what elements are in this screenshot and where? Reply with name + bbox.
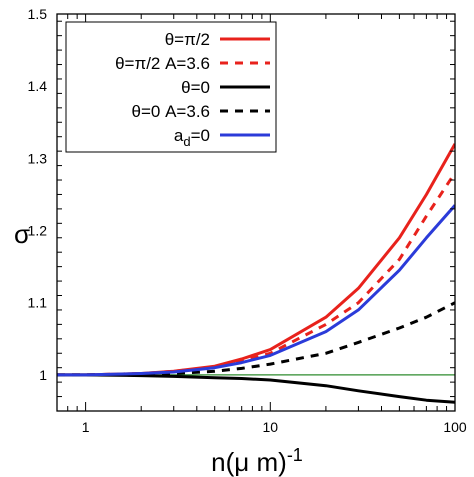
series-line-3 — [57, 373, 455, 404]
legend-label: θ=π/2 A=3.6 — [115, 54, 210, 73]
y-tick-label: 1.4 — [28, 78, 48, 94]
x-tick-label: 1 — [82, 419, 90, 435]
y-tick-label: 1 — [39, 367, 47, 383]
y-tick-label: 1.5 — [28, 6, 48, 22]
series-line-5 — [57, 204, 455, 377]
x-axis-label-exponent: -1 — [287, 445, 303, 465]
axes: 1 10 100 1 1.1 1.2 1.3 1.4 1.5 — [28, 6, 467, 435]
y-axis-label: σ — [14, 219, 30, 249]
x-tick-label: 100 — [443, 419, 467, 435]
y-tick-label: 1.1 — [28, 295, 48, 311]
legend-label: ad=0 — [174, 126, 210, 149]
plot-area — [57, 143, 455, 404]
x-axis-label: n(μ m)-1 — [211, 445, 303, 477]
series-line-1 — [57, 143, 455, 377]
x-axis-label-base: n(μ m) — [211, 447, 287, 477]
y-tick-label: 1.3 — [28, 150, 48, 166]
y-tick-label: 1.2 — [28, 223, 48, 239]
legend-label: θ=π/2 — [165, 30, 210, 49]
series-line-4 — [57, 301, 455, 377]
legend-label: θ=0 — [181, 78, 210, 97]
series-line-2 — [57, 171, 455, 377]
legend-label: θ=0 A=3.6 — [132, 102, 210, 121]
x-tick-label: 10 — [263, 419, 279, 435]
legend: θ=π/2 θ=π/2 A=3.6 θ=0 θ=0 A=3.6 ad=0 — [65, 21, 277, 153]
plot-frame — [56, 13, 456, 412]
